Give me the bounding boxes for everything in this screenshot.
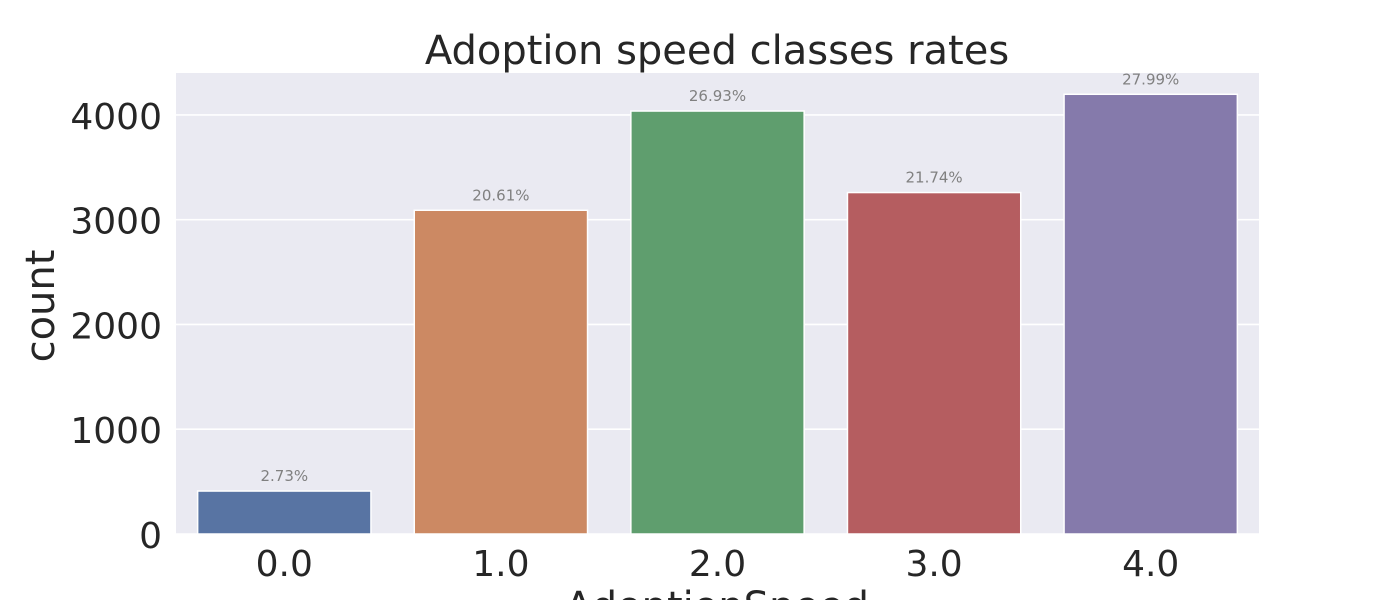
x-tick-label: 0.0: [256, 544, 313, 585]
bar-data-label: 20.61%: [472, 186, 529, 204]
x-tick-label: 3.0: [905, 544, 962, 585]
y-tick-label: 3000: [70, 202, 162, 243]
x-tick-label: 2.0: [689, 544, 746, 585]
bar-4.0: [1063, 93, 1239, 535]
bar-data-label: 21.74%: [905, 169, 962, 187]
y-tick-label: 0: [139, 516, 162, 557]
bar-0.0: [196, 490, 372, 535]
bar-3.0: [846, 191, 1022, 535]
y-tick-labels: 0 1000 2000 3000 4000: [70, 97, 162, 557]
x-tick-labels: 0.0 1.0 2.0 3.0 4.0: [256, 544, 1180, 585]
bar-data-label: 27.99%: [1122, 70, 1179, 88]
y-tick-label: 1000: [70, 411, 162, 452]
y-axis-label: count: [18, 250, 64, 363]
data-labels: 2.73% 20.61% 26.93% 21.74% 27.99%: [260, 70, 1179, 485]
x-axis-label: AdoptionSpeed: [565, 584, 869, 600]
bars: [196, 93, 1239, 535]
x-tick-label: 4.0: [1122, 544, 1179, 585]
y-tick-label: 2000: [70, 306, 162, 347]
bar-data-label: 2.73%: [260, 467, 308, 485]
y-tick-label: 4000: [70, 97, 162, 138]
chart-title: Adoption speed classes rates: [425, 28, 1009, 74]
x-tick-label: 1.0: [472, 544, 529, 585]
bar-2.0: [630, 110, 805, 535]
bar-data-label: 26.93%: [689, 87, 746, 105]
bar-1.0: [413, 209, 589, 535]
